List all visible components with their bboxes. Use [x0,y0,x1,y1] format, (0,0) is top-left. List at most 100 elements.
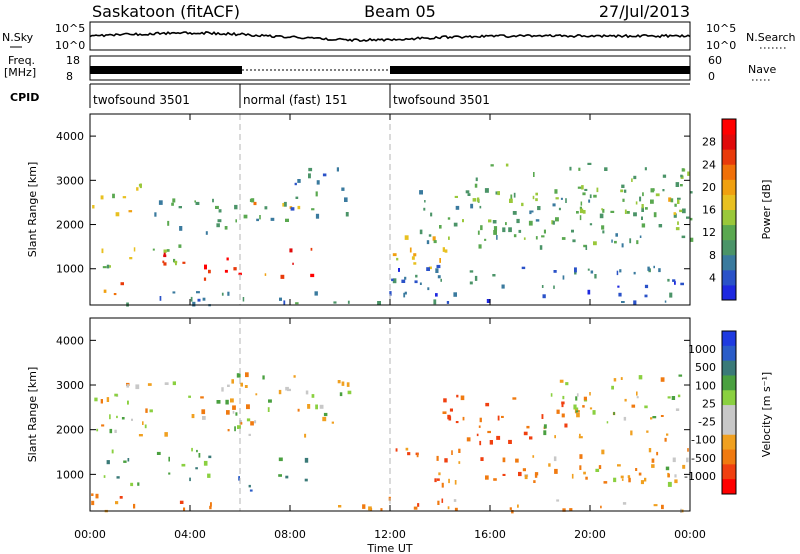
data-cell [598,465,602,469]
data-cell [479,205,482,209]
data-cell [633,212,637,217]
data-cell [168,472,171,475]
data-cell [624,398,627,402]
data-cell [593,194,597,198]
data-cell [217,219,222,223]
data-cell [667,481,672,487]
data-cell [116,415,118,419]
data-cell [338,505,342,508]
colorbar-tick-label: 12 [702,226,716,239]
colorbar-swatch [722,375,736,391]
data-cell [152,248,155,251]
data-cell [428,266,432,270]
data-cell [628,477,631,483]
data-cell [541,235,545,238]
data-cell [610,210,615,213]
data-cell [672,279,676,282]
colorbar-swatch [722,179,736,195]
data-cell [333,301,337,304]
data-cell [621,184,625,188]
colorbar-swatch [722,360,736,376]
data-cell [531,210,534,213]
data-cell [133,247,136,252]
data-cell [644,294,648,298]
x-tick-label: 04:00 [174,528,206,541]
colorbar-tick-label: -25 [698,416,716,429]
data-cell [255,393,258,396]
data-cell [314,291,318,296]
colorbar-swatch [722,479,736,495]
data-cell [441,498,444,503]
data-cell [304,478,308,482]
data-cell [583,399,588,402]
data-cell [238,272,242,276]
data-cell [315,213,320,219]
y-tick-label: 1000 [56,263,84,276]
data-cell [488,219,492,223]
data-cell [590,270,594,274]
data-cell [589,392,591,396]
data-cell [561,404,564,408]
colorbar-swatch [722,119,736,135]
data-cell [651,464,655,468]
data-cell [511,510,514,514]
data-cell [652,416,657,419]
data-cell [414,280,418,284]
data-cell [680,184,683,187]
data-cell [629,238,632,244]
data-cell [106,397,110,402]
data-cell [569,508,573,511]
data-cell [401,279,406,283]
data-cell [368,506,372,511]
data-cell [442,247,445,252]
data-cell [658,268,661,273]
data-cell [589,194,592,199]
data-cell [484,188,489,193]
data-cell [517,504,519,508]
data-cell [595,468,600,472]
data-cell [262,375,265,380]
y-tick-label: 1000 [56,468,84,481]
data-cell [178,244,182,248]
data-cell [673,213,677,218]
data-cell [221,292,224,296]
data-cell [603,481,608,484]
velocity-colorbar-label: Velocity [m s⁻¹] [760,372,773,457]
data-cell [633,175,637,180]
data-cell [448,236,450,240]
data-cell [642,192,644,197]
data-cell [163,249,167,253]
data-cell [147,383,152,386]
station-title: Saskatoon (fitACF) [92,2,240,21]
data-cell [589,407,593,410]
colorbar-swatch [722,164,736,180]
colorbar-tick-label: 4 [709,271,716,284]
data-cell [474,183,478,188]
data-cell [115,212,120,217]
data-cell [129,257,133,260]
data-cell [419,282,422,285]
colorbar-tick-label: 500 [695,361,716,374]
data-cell [602,208,605,213]
data-cell [308,167,313,172]
colorbar-tick-label: 8 [709,249,716,262]
colorbar-tick-label: 1000 [688,343,716,356]
velocity-gap-markers [239,318,391,511]
data-cell [413,506,418,510]
data-cell [218,209,222,213]
data-cell [203,277,207,281]
data-cell [395,448,398,452]
data-cell [436,264,441,269]
data-cell [617,285,620,288]
data-cell [579,208,584,214]
noise-sky-line [89,31,691,43]
data-cell [674,479,678,484]
data-cell [122,196,127,199]
data-cell [392,253,397,257]
velocity-y-axis-label: Slant Range [km] [26,367,39,463]
data-cell [621,301,625,303]
colorbar-swatch [722,390,736,406]
data-cell [279,297,282,301]
data-cell [493,478,497,481]
